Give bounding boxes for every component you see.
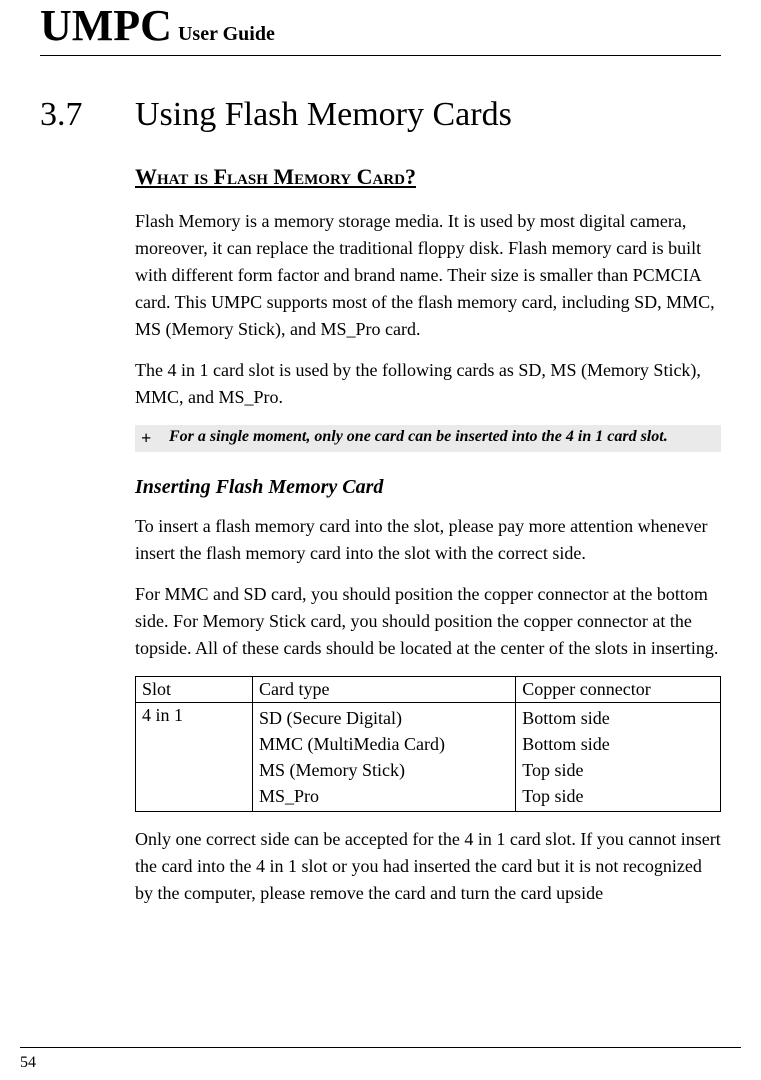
note-text: For a single moment, only one card can b…	[169, 428, 668, 449]
card-type-line: MS (Memory Stick)	[259, 757, 509, 783]
content-area: 3.7 Using Flash Memory Cards What is Fla…	[20, 56, 741, 907]
brand-name: UMPC	[40, 0, 172, 51]
card-type-line: MS_Pro	[259, 783, 509, 809]
note-callout: + For a single moment, only one card can…	[135, 425, 721, 452]
section-heading: 3.7 Using Flash Memory Cards	[40, 96, 721, 134]
paragraph: Only one correct side can be accepted fo…	[135, 826, 721, 907]
connector-line: Top side	[522, 757, 714, 783]
table-cell-connectors: Bottom side Bottom side Top side Top sid…	[516, 703, 721, 812]
guide-label: User Guide	[178, 23, 275, 46]
table-header: Copper connector	[516, 677, 721, 703]
page-number: 54	[20, 1054, 36, 1072]
connector-line: Bottom side	[522, 705, 714, 731]
table-cell-cardtypes: SD (Secure Digital) MMC (MultiMedia Card…	[253, 703, 516, 812]
footer-rule	[20, 1047, 741, 1048]
card-type-line: SD (Secure Digital)	[259, 705, 509, 731]
table-cell-slot: 4 in 1	[136, 703, 253, 812]
paragraph: The 4 in 1 card slot is used by the foll…	[135, 357, 721, 411]
table-row: 4 in 1 SD (Secure Digital) MMC (MultiMed…	[136, 703, 721, 812]
sub-subsection-heading: Inserting Flash Memory Card	[135, 476, 721, 499]
table-header: Card type	[253, 677, 516, 703]
table-header: Slot	[136, 677, 253, 703]
connector-line: Bottom side	[522, 731, 714, 757]
section-title: Using Flash Memory Cards	[135, 96, 512, 134]
note-symbol: +	[141, 428, 169, 449]
connector-line: Top side	[522, 783, 714, 809]
paragraph: Flash Memory is a memory storage media. …	[135, 208, 721, 343]
paragraph: For MMC and SD card, you should position…	[135, 581, 721, 662]
card-slot-table: Slot Card type Copper connector 4 in 1 S…	[135, 676, 721, 812]
card-type-line: MMC (MultiMedia Card)	[259, 731, 509, 757]
table-header-row: Slot Card type Copper connector	[136, 677, 721, 703]
section-number: 3.7	[40, 96, 135, 134]
page-header: UMPC User Guide	[20, 0, 741, 51]
paragraph: To insert a flash memory card into the s…	[135, 513, 721, 567]
subsection-heading: What is Flash Memory Card?	[135, 164, 721, 190]
